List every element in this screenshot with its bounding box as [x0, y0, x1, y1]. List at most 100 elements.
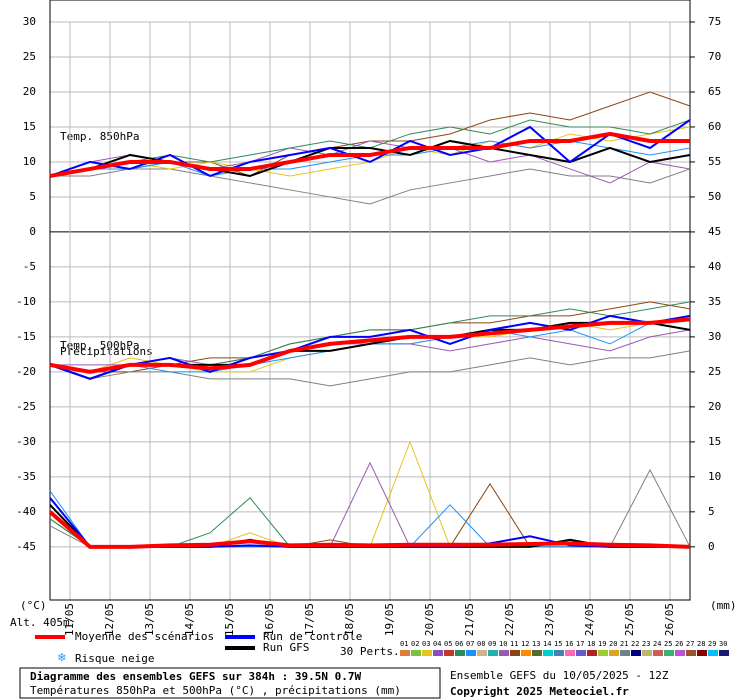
- perturbation-swatch: [433, 650, 443, 656]
- perturbation-swatch: [631, 650, 641, 656]
- x-tick-label: 11/05: [63, 603, 76, 636]
- perturbation-swatch: [521, 650, 531, 656]
- y2-tick-label: 50: [708, 190, 721, 203]
- perturbation-name: 16: [565, 640, 573, 648]
- perturbation-swatch: [510, 650, 520, 656]
- perturbation-name: 26: [675, 640, 683, 648]
- perturbation-name: 09: [488, 640, 496, 648]
- perturbation-swatch: [642, 650, 652, 656]
- y2-tick-label: 5: [708, 505, 715, 518]
- perturbation-name: 24: [653, 640, 661, 648]
- perturbation-swatch: [675, 650, 685, 656]
- y2-tick-label: 65: [708, 85, 721, 98]
- perturbation-name: 12: [521, 640, 529, 648]
- perturbation-name: 01: [400, 640, 408, 648]
- perturbation-name: 21: [620, 640, 628, 648]
- y-axis-unit: (°C): [20, 599, 47, 612]
- series-line: [49, 317, 691, 374]
- x-tick-label: 16/05: [263, 603, 276, 636]
- perturbation-name: 18: [587, 640, 595, 648]
- y-tick-label: -35: [16, 470, 36, 483]
- y2-tick-label: 40: [708, 260, 721, 273]
- perturbation-swatch: [554, 650, 564, 656]
- y2-tick-label: 35: [708, 295, 721, 308]
- perturbation-swatch: [477, 650, 487, 656]
- y-tick-label: -25: [16, 400, 36, 413]
- perturbation-swatch: [708, 650, 718, 656]
- perturbation-name: 30: [719, 640, 727, 648]
- y2-tick-label: 0: [708, 540, 715, 553]
- perturbation-name: 15: [554, 640, 562, 648]
- y-tick-label: 15: [23, 120, 36, 133]
- y-tick-label: 10: [23, 155, 36, 168]
- series-line: [49, 131, 690, 178]
- copyright: Copyright 2025 Meteociel.fr: [450, 685, 629, 698]
- footer-box: [19, 667, 441, 699]
- perturbation-name: 03: [422, 640, 430, 648]
- perturbation-swatch: [576, 650, 586, 656]
- perturbation-swatch: [400, 650, 410, 656]
- y-tick-label: -40: [16, 505, 36, 518]
- x-tick-label: 25/05: [623, 603, 636, 636]
- perturbation-name: 25: [664, 640, 672, 648]
- perturbation-swatch: [499, 650, 509, 656]
- snow-label: Risque neige: [75, 652, 154, 665]
- altitude: Alt. 405m: [10, 616, 70, 629]
- perturbation-swatch: [532, 650, 542, 656]
- y2-tick-label: 55: [708, 155, 721, 168]
- y-tick-label: 0: [29, 225, 36, 238]
- panel-label: Temp. 850hPa: [60, 130, 139, 143]
- perturbation-name: 28: [697, 640, 705, 648]
- perturbation-name: 20: [609, 640, 617, 648]
- perturbation-swatch: [697, 650, 707, 656]
- series-line: [49, 350, 691, 387]
- perturbation-name: 05: [444, 640, 452, 648]
- perturbation-name: 23: [642, 640, 650, 648]
- series-line: [48, 510, 691, 549]
- perturbation-name: 08: [477, 640, 485, 648]
- perturbation-name: 19: [598, 640, 606, 648]
- perturbation-name: 22: [631, 640, 639, 648]
- y2-tick-label: 25: [708, 365, 721, 378]
- y2-tick-label: 70: [708, 50, 721, 63]
- y-tick-label: -45: [16, 540, 36, 553]
- perturbation-swatch: [587, 650, 597, 656]
- perturbation-swatch: [422, 650, 432, 656]
- perturbation-name: 17: [576, 640, 584, 648]
- perturbation-swatch: [664, 650, 674, 656]
- x-tick-label: 19/05: [383, 603, 396, 636]
- perturbation-name: 06: [455, 640, 463, 648]
- perturbation-name: 14: [543, 640, 551, 648]
- perturbation-swatch: [411, 650, 421, 656]
- y-tick-label: 25: [23, 50, 36, 63]
- run-info: Ensemble GEFS du 10/05/2025 - 12Z: [450, 669, 669, 682]
- snow-icon: ❄: [57, 651, 66, 666]
- panel-label: Temp. 500hPa: [60, 339, 139, 352]
- x-tick-label: 17/05: [303, 603, 316, 636]
- panel-label: Précipitations: [60, 345, 153, 358]
- x-tick-label: 21/05: [463, 603, 476, 636]
- perturbation-swatch: [686, 650, 696, 656]
- perturbation-swatch: [455, 650, 465, 656]
- perturbation-swatch: [565, 650, 575, 656]
- y2-tick-label: 60: [708, 120, 721, 133]
- y2-tick-label: 30: [708, 330, 721, 343]
- plot-frame: [49, 0, 691, 601]
- perturbation-name: 13: [532, 640, 540, 648]
- footer-subtitle: Températures 850hPa et 500hPa (°C) , pré…: [30, 684, 401, 697]
- perturbation-name: 11: [510, 640, 518, 648]
- perturbation-swatch: [609, 650, 619, 656]
- y2-tick-label: 15: [708, 435, 721, 448]
- y-tick-label: 30: [23, 15, 36, 28]
- perturbation-name: 27: [686, 640, 694, 648]
- y2-tick-label: 10: [708, 470, 721, 483]
- perturbation-name: 10: [499, 640, 507, 648]
- perturbation-swatch: [620, 650, 630, 656]
- series-line: [49, 119, 691, 178]
- x-tick-label: 23/05: [543, 603, 556, 636]
- x-tick-label: 18/05: [343, 603, 356, 636]
- footer-title: Diagramme des ensembles GEFS sur 384h : …: [30, 670, 362, 683]
- perturbation-swatch: [488, 650, 498, 656]
